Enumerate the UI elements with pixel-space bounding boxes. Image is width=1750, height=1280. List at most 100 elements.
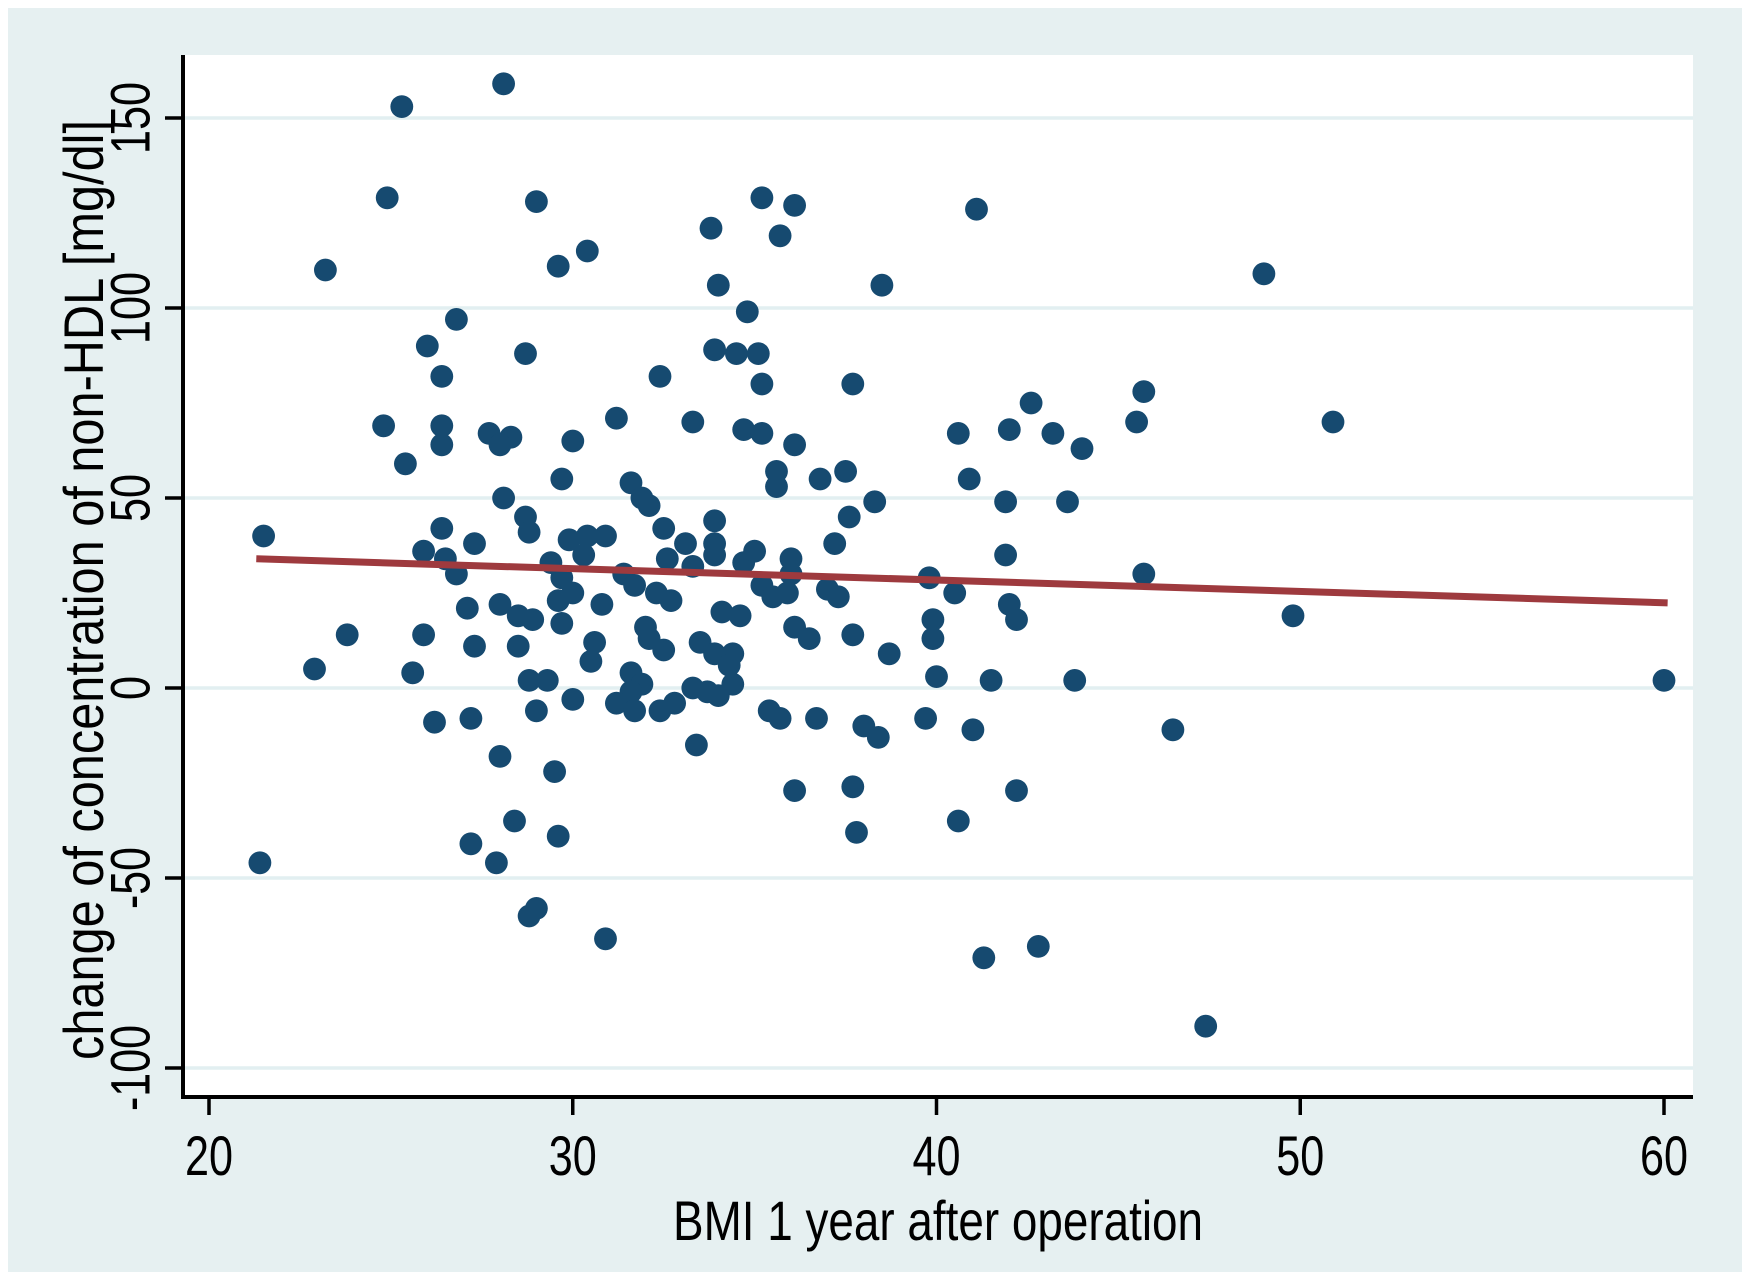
data-point [485,851,508,875]
data-point [514,342,537,365]
data-point [492,486,515,510]
data-point [823,532,847,555]
data-point [921,627,945,650]
data-point [623,699,646,723]
trend-line-group [256,555,1668,607]
data-point [845,821,868,844]
data-point [557,528,581,552]
data-point [488,745,512,768]
data-point [459,707,483,730]
data-point [605,406,628,430]
x-tick-label: 30 [549,1124,597,1187]
data-point [488,593,512,616]
data-point [728,604,752,628]
data-point [1026,935,1050,958]
trend-line [256,555,1668,607]
data-point [525,897,548,920]
data-point [401,661,425,685]
data-point [561,429,585,453]
data-point [415,334,439,358]
data-point [768,224,792,248]
data-point [841,372,865,396]
data-point [943,581,967,605]
data-point [648,365,672,388]
data-point [314,258,337,282]
data-point [459,832,483,856]
data-point [535,669,559,692]
data-point [706,273,730,297]
data-point [674,532,697,555]
data-point [652,638,676,662]
data-point [430,414,454,438]
y-tick-label: 50 [99,474,162,522]
data-point [517,669,541,692]
data-point [659,589,683,612]
data-point [550,612,574,635]
data-point [575,239,599,263]
tick-marks [165,116,1666,1115]
data-point [681,410,705,434]
data-point [776,581,799,605]
data-point [412,539,435,563]
data-point [994,490,1017,514]
data-point [655,547,679,571]
data-point [1005,608,1028,631]
gridlines [183,116,1693,1070]
data-point [972,946,996,970]
data-point [717,653,741,677]
data-point [503,809,526,833]
y-tick-label: 0 [99,676,162,700]
data-point [375,186,399,210]
data-point [725,342,748,365]
data-point [492,72,515,96]
y-tick-label: -100 [99,1025,162,1111]
data-point [1281,604,1305,628]
data-point [575,524,599,548]
data-point [783,433,806,457]
data-point [525,699,548,723]
data-point [721,672,745,696]
data-point [750,186,774,210]
data-point [699,216,723,240]
data-point [1161,718,1185,742]
data-point [841,623,865,647]
data-point [303,657,326,681]
x-tick-label: 40 [913,1124,961,1187]
data-point [1063,669,1087,692]
data-point [594,927,617,951]
data-point [703,509,726,533]
x-axis-title: BMI 1 year after operation [673,1189,1203,1252]
data-point [841,775,865,799]
data-point [550,467,574,491]
data-point [925,665,948,688]
data-point [765,475,788,498]
data-point [866,726,890,749]
data-point [994,543,1017,567]
data-point [783,194,806,217]
data-point [979,669,1003,692]
data-point [455,596,479,620]
data-point [394,452,417,476]
data-point [521,608,545,631]
data-point [372,414,395,438]
data-point [870,273,894,297]
data-point [710,600,734,624]
data-point [525,190,548,214]
data-point [488,433,512,457]
data-point [1125,410,1148,434]
data-point [1005,779,1028,802]
data-point [797,627,821,650]
data-point [546,254,570,278]
y-tick-label: -50 [99,847,162,909]
data-point [1321,410,1345,434]
data-point [750,372,774,396]
data-point [579,650,603,673]
data-point [735,300,759,324]
data-point [543,760,566,783]
data-point [837,505,861,529]
data-point [583,631,606,654]
data-point [685,733,708,757]
data-point [732,418,756,441]
data-point [594,524,617,548]
